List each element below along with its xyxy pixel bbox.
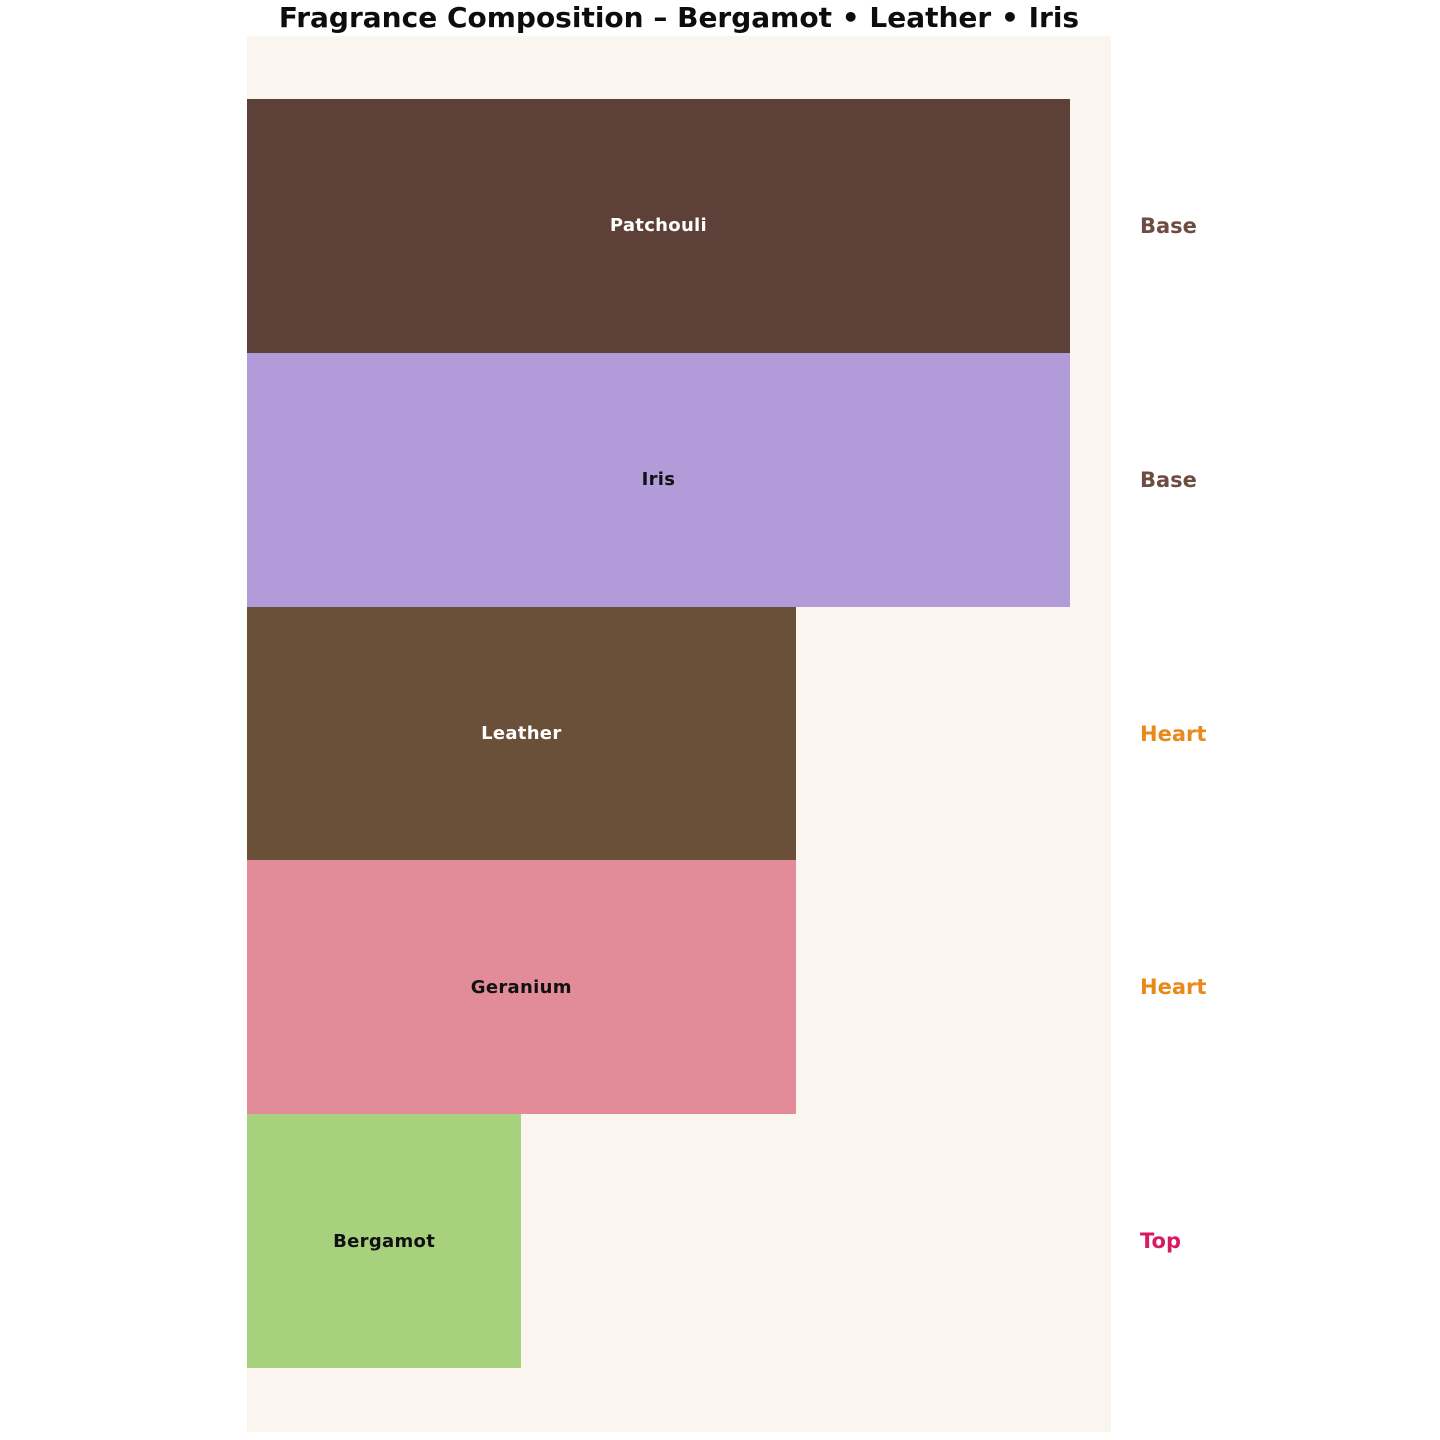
note-label-top-4: Top [1140, 1229, 1181, 1254]
bar-iris: Iris [247, 352, 1070, 607]
bar-geranium: Geranium [247, 860, 796, 1115]
bar-label-iris: Iris [641, 469, 676, 491]
bar-patchouli: Patchouli [247, 99, 1070, 353]
bar-label-patchouli: Patchouli [609, 215, 707, 237]
note-label-base-0: Base [1140, 213, 1197, 238]
note-label-base-1: Base [1140, 467, 1197, 492]
bar-label-geranium: Geranium [470, 976, 572, 998]
chart-title: Fragrance Composition – Bergamot • Leath… [278, 1, 1080, 34]
bar-label-leather: Leather [481, 722, 562, 744]
note-label-heart-2: Heart [1140, 721, 1207, 746]
plot-area: Patchouli Iris Leather Geranium Bergamot [247, 36, 1111, 1432]
bar-bergamot: Bergamot [247, 1114, 522, 1368]
bar-label-bergamot: Bergamot [333, 1230, 436, 1252]
bar-leather: Leather [247, 606, 796, 861]
note-label-heart-3: Heart [1140, 975, 1207, 1000]
